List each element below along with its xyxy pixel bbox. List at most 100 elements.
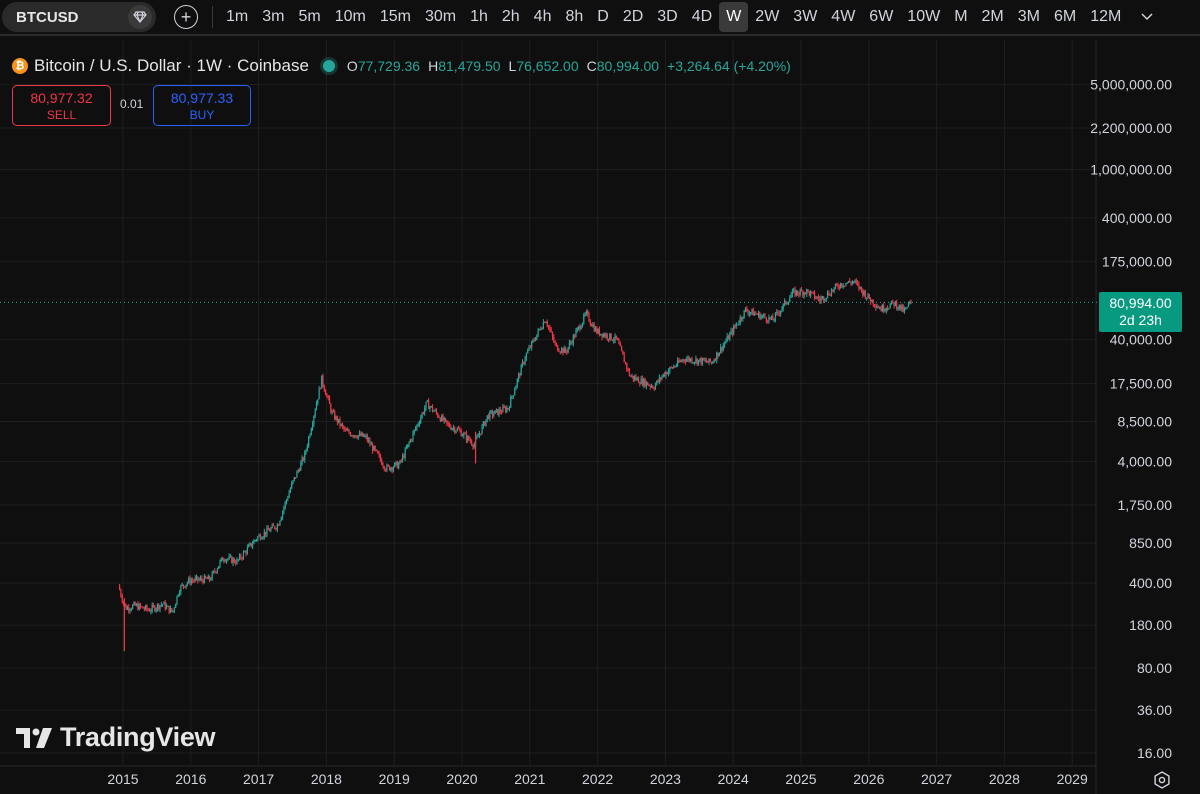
timeframe-2h[interactable]: 2h [501, 8, 520, 25]
candle-body [615, 335, 617, 339]
candle-body [355, 435, 357, 437]
candle-body [759, 312, 761, 319]
timeframe-3d[interactable]: 3D [657, 8, 678, 25]
timeframe-2w[interactable]: 2W [755, 8, 780, 25]
candle-body [254, 540, 256, 542]
timeframe-w[interactable]: W [719, 2, 749, 32]
plus-icon[interactable]: + [174, 5, 198, 29]
candle-body [770, 316, 773, 319]
price-chart[interactable]: 5,000,000.00 2,200,000.00 1,000,000.00 400,… [0, 38, 1200, 794]
timeframe-5m[interactable]: 5m [298, 8, 321, 25]
timeframe-4d[interactable]: 4D [691, 8, 713, 25]
timeframe-m[interactable]: M [954, 8, 968, 25]
candle-body [538, 328, 541, 330]
timeframe-1h[interactable]: 1h [470, 8, 488, 25]
candle-body [292, 480, 294, 483]
candle-body [682, 359, 684, 362]
candle-body [786, 303, 788, 305]
timeframe-d[interactable]: D [597, 8, 609, 25]
timeframe-1m[interactable]: 1m [226, 8, 249, 25]
candle-body [211, 572, 213, 580]
candle-body [585, 311, 587, 315]
candle-body [812, 291, 814, 293]
candle-body [626, 363, 628, 369]
candle-body [368, 439, 370, 441]
candle-body [669, 367, 671, 372]
candle-body [853, 281, 855, 283]
candle-body [677, 360, 679, 366]
candle-body [776, 311, 778, 314]
candle-body [561, 348, 563, 352]
ohlc-values: O77,729.36 H81,479.50 L76,652.00 C80,994.00… [347, 58, 791, 74]
chevron-down-icon[interactable] [1140, 10, 1154, 24]
candle-body [288, 492, 290, 498]
candle-body [829, 295, 831, 297]
candle-body [319, 388, 322, 390]
timeframe-8h[interactable]: 8h [565, 8, 584, 25]
timeframe-12m[interactable]: 12M [1090, 8, 1122, 25]
open-value: 77,729.36 [357, 58, 421, 74]
candle-body [242, 551, 245, 559]
tradingview-logo[interactable]: TradingView [16, 722, 216, 753]
candle-body [533, 339, 535, 341]
candle-body [795, 290, 797, 296]
timeframe-6w[interactable]: 6W [869, 8, 894, 25]
timeframe-3w[interactable]: 3W [793, 8, 818, 25]
candle-body [130, 608, 132, 610]
candle-body [272, 525, 275, 527]
diamond-icon[interactable] [128, 5, 152, 29]
candle-body [132, 604, 134, 609]
candle-body [641, 378, 644, 386]
candle-body [481, 425, 483, 434]
timeframe-10m[interactable]: 10m [334, 8, 366, 25]
candle-body [555, 343, 557, 346]
candle-body [325, 390, 327, 396]
candle-body [388, 465, 391, 471]
candle-body [816, 296, 818, 299]
candle-body [620, 346, 623, 351]
timeframe-3m[interactable]: 3m [262, 8, 285, 25]
candle-body [846, 282, 848, 284]
timeframe-3m[interactable]: 3M [1017, 8, 1040, 25]
settings-icon[interactable] [1153, 771, 1171, 789]
candle-body [119, 585, 121, 590]
candle-body [339, 419, 341, 426]
candle-body [613, 340, 615, 342]
candle-body [197, 576, 199, 581]
candle-body [182, 584, 185, 587]
candle-body [194, 577, 196, 581]
tradingview-wordmark: TradingView [60, 722, 216, 752]
symbol-title[interactable]: Bitcoin / U.S. Dollar · 1W · Coinbase [34, 56, 309, 75]
candle-body [334, 411, 336, 420]
candle-body [205, 575, 207, 579]
candle-body [859, 286, 861, 289]
candle-body [404, 448, 406, 458]
market-status-icon[interactable] [322, 60, 335, 72]
sell-button[interactable]: 80,977.32 SELL [12, 85, 111, 126]
timeframe-30m[interactable]: 30m [424, 8, 457, 25]
timeframe-15m[interactable]: 15m [379, 8, 411, 25]
timeframe-2d[interactable]: 2D [622, 8, 644, 25]
timeframe-6m[interactable]: 6M [1054, 8, 1077, 25]
timeframe-4h[interactable]: 4h [533, 8, 552, 25]
candle-body [597, 328, 599, 334]
candle-body [679, 360, 681, 362]
candle-body [515, 385, 517, 391]
candle-body [570, 342, 572, 344]
buy-button[interactable]: 80,977.33 BUY [153, 85, 251, 126]
candle-body [604, 333, 606, 337]
timeframe-4w[interactable]: 4W [831, 8, 856, 25]
candle-body [794, 289, 796, 296]
symbol-search-button[interactable]: BTCUSD [2, 2, 156, 32]
timeframe-2m[interactable]: 2M [981, 8, 1004, 25]
candle-body [293, 477, 295, 481]
low-value: 76,652.00 [516, 58, 579, 74]
candle-body [340, 424, 342, 426]
candle-body [670, 367, 672, 369]
candle-body [755, 313, 757, 315]
timeframe-10w[interactable]: 10W [907, 8, 941, 25]
candle-body [195, 576, 198, 578]
candle-body [875, 305, 877, 308]
candle-body [699, 358, 701, 360]
candle-body [261, 538, 263, 540]
